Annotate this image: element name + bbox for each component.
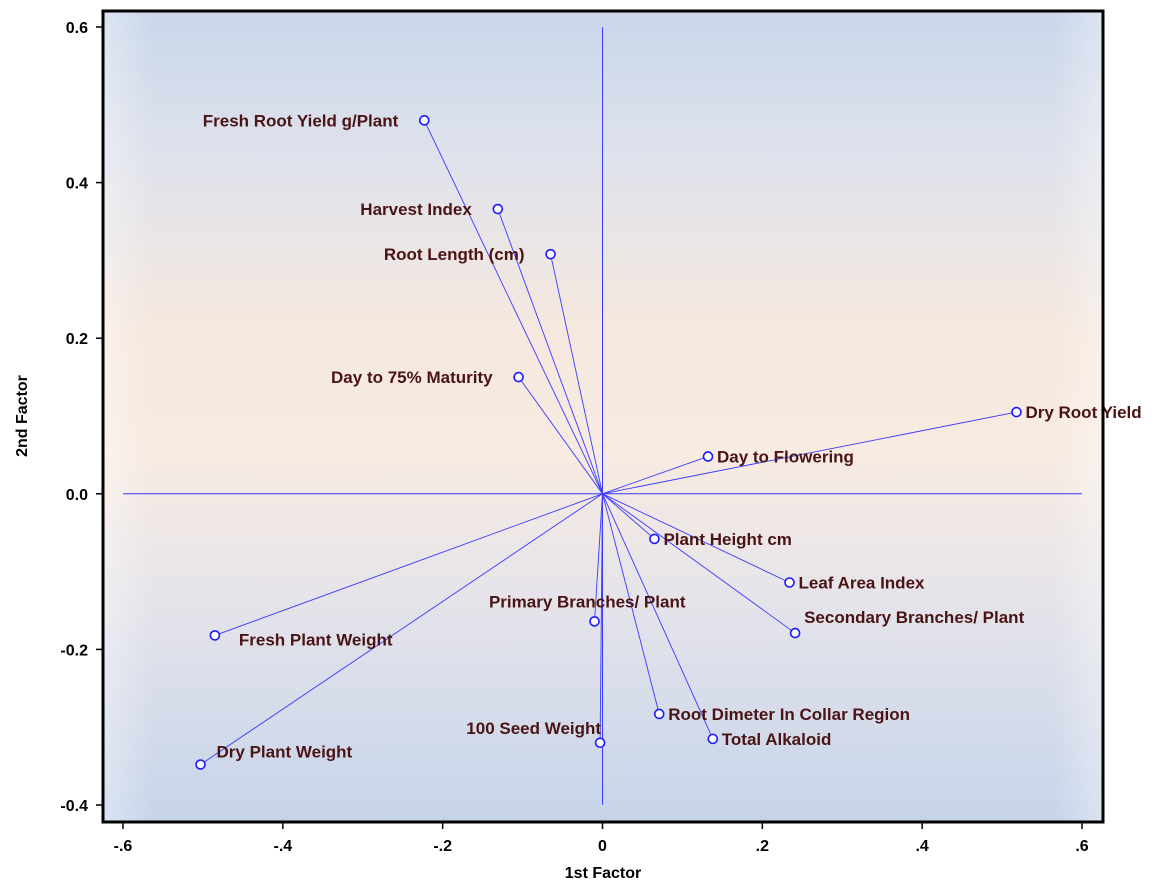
x-tick-label: -.2 [433, 838, 452, 855]
vector-line [602, 493, 796, 634]
point-label: Leaf Area Index [799, 573, 926, 592]
point-label: Plant Height cm [663, 530, 791, 549]
point-marker [649, 533, 660, 545]
x-tick-label: -.6 [114, 838, 133, 855]
y-tick-label: -0.2 [60, 642, 88, 659]
point-marker [545, 248, 556, 260]
point-marker [195, 759, 206, 770]
point-label: Day to Flowering [717, 447, 854, 466]
point-marker [789, 627, 801, 639]
vector-line [602, 411, 1017, 495]
point-label: Root Length (cm) [384, 245, 525, 264]
axis-ticks: -.6 -.4 -.2 0.2.4.60.60.40.20.0-0.2-0.4 [60, 20, 1088, 855]
point-marker [702, 451, 714, 462]
y-tick-label: 0.0 [66, 487, 88, 504]
point-markers [195, 115, 1022, 770]
point-marker [418, 115, 430, 126]
point-label: Root Dimeter In Collar Region [668, 705, 910, 724]
vector-line [518, 376, 603, 495]
point-label: Dry Plant Weight [217, 743, 353, 762]
point-label: Primary Branches/ Plant [489, 592, 686, 611]
vector-line [602, 493, 790, 583]
y-tick-label: 0.4 [66, 176, 88, 193]
point-marker [594, 737, 606, 749]
vector-lines [200, 120, 1017, 765]
x-axis-title: 1st Factor [565, 865, 641, 882]
point-marker [784, 577, 795, 588]
point-marker [653, 708, 665, 720]
point-label: Harvest Index [360, 200, 472, 219]
point-label: Fresh Root Yield g/Plant [203, 111, 399, 130]
vector-line [602, 493, 714, 740]
vector-line [599, 493, 603, 743]
point-label: 100 Seed Weight [466, 719, 601, 738]
x-tick-label: .4 [915, 838, 928, 855]
x-tick-label: .2 [756, 838, 769, 855]
vector-line [602, 456, 709, 495]
point-marker [589, 616, 600, 627]
y-tick-label: 0.2 [66, 331, 88, 348]
point-marker [209, 630, 221, 641]
point-marker [1011, 406, 1022, 418]
y-tick-label: 0.6 [66, 20, 88, 37]
x-tick-label: 0 [598, 838, 607, 855]
vector-line [602, 493, 660, 715]
vector-line [214, 493, 603, 636]
point-label: Total Alkaloid [722, 730, 832, 749]
vector-line [594, 493, 603, 622]
point-labels: Fresh Root Yield g/Plant Harvest Index Roo… [203, 111, 1142, 761]
point-marker [513, 371, 524, 383]
x-tick-label: -.4 [273, 838, 292, 855]
y-axis-title: 2nd Factor [14, 375, 31, 457]
vector-line [550, 254, 603, 494]
y-tick-label: -0.4 [60, 798, 88, 815]
x-tick-label: .6 [1075, 838, 1088, 855]
vector-line [497, 208, 603, 494]
point-marker [707, 733, 719, 745]
vector-line [200, 493, 603, 765]
point-marker [492, 203, 504, 215]
vector-line [423, 120, 603, 494]
vector-line [602, 493, 655, 540]
point-label: Fresh Plant Weight [239, 630, 393, 649]
point-label: Dry Root Yield [1025, 403, 1141, 422]
point-label: Day to 75% Maturity [331, 368, 493, 387]
point-label: Secondary Branches/ Plant [804, 608, 1024, 627]
